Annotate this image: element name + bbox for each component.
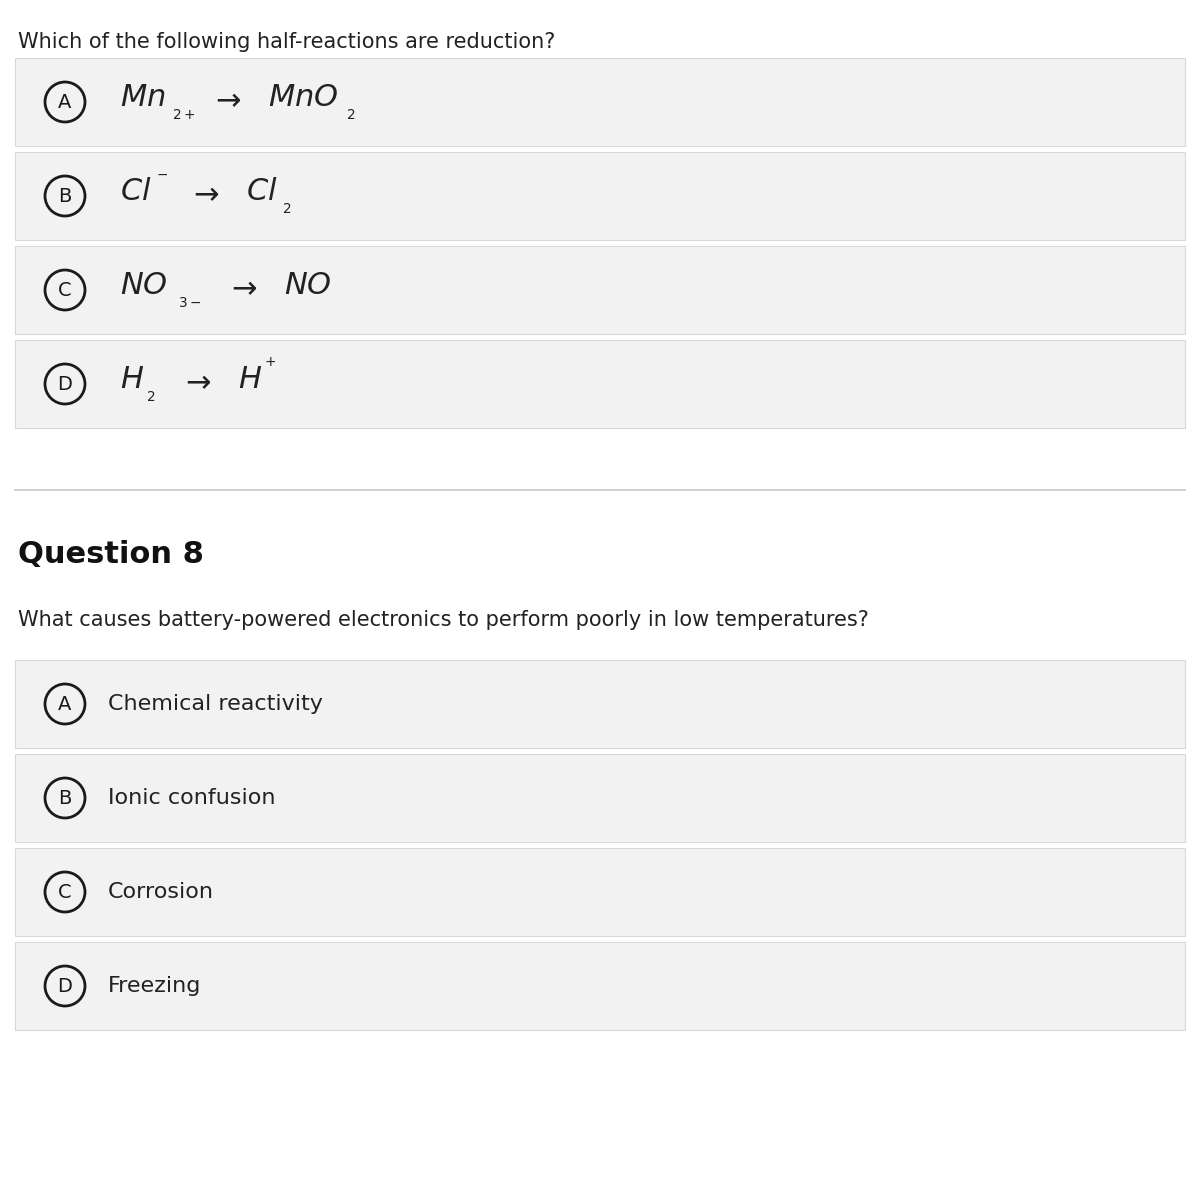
Text: What causes battery-powered electronics to perform poorly in low temperatures?: What causes battery-powered electronics … <box>18 610 869 630</box>
FancyBboxPatch shape <box>14 660 1186 749</box>
Text: $_{2}$: $_{2}$ <box>282 196 292 215</box>
Text: Ionic confusion: Ionic confusion <box>108 788 276 808</box>
Text: $\rightarrow$: $\rightarrow$ <box>180 368 212 396</box>
Text: $\mathit{MnO}$: $\mathit{MnO}$ <box>268 83 338 113</box>
FancyBboxPatch shape <box>14 58 1186 146</box>
Text: B: B <box>59 789 72 808</box>
Text: $\mathit{H}$: $\mathit{H}$ <box>238 365 262 395</box>
Text: C: C <box>58 281 72 300</box>
Text: D: D <box>58 977 72 996</box>
Text: $\mathit{H}$: $\mathit{H}$ <box>120 365 144 395</box>
Text: C: C <box>58 883 72 902</box>
Text: $_{3-}$: $_{3-}$ <box>178 290 202 309</box>
Text: B: B <box>59 187 72 206</box>
Text: $\rightarrow$: $\rightarrow$ <box>226 274 258 302</box>
Text: $^{+}$: $^{+}$ <box>264 357 276 376</box>
FancyBboxPatch shape <box>14 152 1186 240</box>
FancyBboxPatch shape <box>14 848 1186 937</box>
Text: $_{2}$: $_{2}$ <box>346 102 355 121</box>
FancyBboxPatch shape <box>14 754 1186 843</box>
Text: $\rightarrow$: $\rightarrow$ <box>188 180 220 208</box>
FancyBboxPatch shape <box>14 246 1186 334</box>
Text: $^{-}$: $^{-}$ <box>156 170 168 189</box>
FancyBboxPatch shape <box>14 942 1186 1031</box>
Text: $\mathit{NO}$: $\mathit{NO}$ <box>120 271 168 301</box>
Text: Freezing: Freezing <box>108 976 202 996</box>
Text: D: D <box>58 375 72 394</box>
Text: $_{2+}$: $_{2+}$ <box>172 102 196 121</box>
Text: $\mathit{NO}$: $\mathit{NO}$ <box>284 271 331 301</box>
Text: A: A <box>59 695 72 714</box>
FancyBboxPatch shape <box>14 340 1186 428</box>
Text: $\rightarrow$: $\rightarrow$ <box>210 86 242 114</box>
Text: $\mathit{Cl}$: $\mathit{Cl}$ <box>120 177 151 207</box>
Text: $\mathit{Mn}$: $\mathit{Mn}$ <box>120 83 166 113</box>
Text: A: A <box>59 93 72 112</box>
Text: Corrosion: Corrosion <box>108 882 214 902</box>
Text: Chemical reactivity: Chemical reactivity <box>108 694 323 714</box>
Text: $\mathit{Cl}$: $\mathit{Cl}$ <box>246 177 277 207</box>
Text: Question 8: Question 8 <box>18 540 204 569</box>
Text: Which of the following half-reactions are reduction?: Which of the following half-reactions ar… <box>18 32 556 52</box>
Text: $_{2}$: $_{2}$ <box>146 384 156 403</box>
